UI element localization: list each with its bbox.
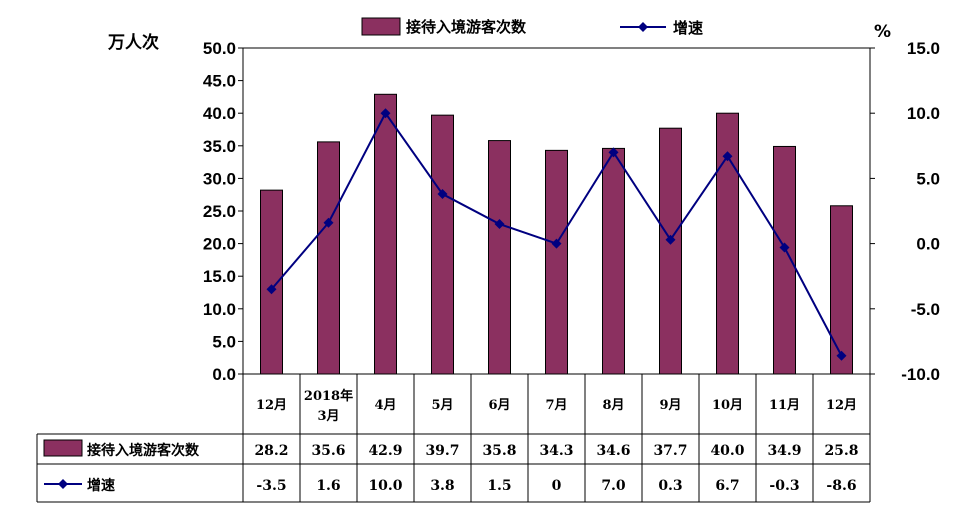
- table-value-visitors: 42.9: [368, 443, 402, 459]
- y-right-axis-title: %: [874, 22, 891, 42]
- bar: [374, 93, 397, 375]
- y-left-tick-label: 40.0: [203, 104, 236, 123]
- line-point: [494, 219, 505, 230]
- data-table: 12月 2018年 3月 4月 5月 6月 7月 8月 9月 10月 11月 12月接待入境游客次数增…: [36, 373, 871, 503]
- table-line-marker: [58, 479, 68, 489]
- growth-line-series: [266, 108, 847, 361]
- y-right-tick-label: 15.0: [907, 39, 940, 58]
- y-left-tick-label: 10.0: [203, 300, 236, 319]
- table-value-visitors: 34.9: [767, 443, 801, 459]
- table-value-visitors: 34.6: [596, 443, 630, 459]
- bar: [830, 205, 853, 375]
- y-right-tick-label: 5.0: [916, 169, 940, 188]
- legend-line-label: 增速: [673, 19, 703, 37]
- table-value-growth: 7.0: [601, 478, 626, 494]
- table-value-visitors: 37.7: [653, 443, 687, 459]
- legend-bar-label: 接待入境游客次数: [406, 18, 527, 36]
- table-value-visitors: 40.0: [710, 443, 744, 459]
- legend: 接待入境游客次数 增速: [361, 17, 703, 37]
- category-label: 4月: [374, 398, 396, 413]
- line-point: [437, 189, 448, 200]
- table-value-growth: -0.3: [769, 478, 799, 494]
- table-value-growth: 1.5: [487, 478, 511, 494]
- line-point: [551, 238, 562, 249]
- y-right-tick-label: 0.0: [916, 235, 940, 254]
- y-left-tick-label: 30.0: [203, 169, 236, 188]
- y-left-tick-label: 5.0: [212, 332, 236, 351]
- bar: [488, 140, 511, 375]
- y-right-ticks: -10.0 -5.0 0.0 5.0 10.0 15.0: [870, 39, 940, 384]
- bar: [545, 149, 568, 375]
- bar: [431, 114, 454, 375]
- category-label: 6月: [488, 398, 510, 413]
- y-left-axis-title: 万人次: [107, 32, 159, 53]
- legend-bar-swatch: [361, 17, 401, 36]
- table-row-label-visitors: 接待入境游客次数: [87, 442, 200, 459]
- category-label: 8月: [602, 398, 624, 413]
- category-label: 5月: [431, 398, 453, 413]
- bar: [602, 147, 625, 375]
- line-point: [779, 242, 790, 253]
- table-value-growth: -3.5: [256, 478, 286, 494]
- category-label: 11月: [769, 398, 800, 413]
- category-label: 12月: [256, 398, 287, 413]
- y-left-tick-label: 50.0: [203, 39, 236, 58]
- table-value-visitors: 35.8: [482, 443, 516, 459]
- table-value-visitors: 35.6: [311, 443, 345, 459]
- y-right-tick-label: -10.0: [901, 365, 940, 384]
- y-right-tick-label: -5.0: [911, 300, 940, 319]
- table-value-growth: 10.0: [368, 478, 402, 494]
- bar-series: [260, 93, 853, 375]
- table-row-label-growth: 增速: [87, 477, 115, 494]
- line-point: [836, 350, 847, 361]
- y-left-tick-label: 35.0: [203, 137, 236, 156]
- y-left-tick-label: 0.0: [212, 365, 236, 384]
- y-left-tick-label: 15.0: [203, 267, 236, 286]
- bar: [317, 141, 340, 375]
- table-value-growth: 1.6: [316, 478, 340, 494]
- bar: [260, 189, 283, 375]
- category-label: 9月: [659, 398, 681, 413]
- line-point: [380, 108, 391, 119]
- y-left-tick-label: 45.0: [203, 72, 236, 91]
- table-value-visitors: 28.2: [254, 443, 288, 459]
- line-point: [323, 217, 334, 228]
- category-label: 10月: [712, 398, 743, 413]
- table-value-visitors: 34.3: [539, 443, 573, 459]
- y-left-ticks: 0.0 5.0 10.0 15.0 20.0 25.0 30.0 35.0 40.0 45.0 50…: [203, 39, 243, 384]
- table-value-visitors: 25.8: [824, 443, 858, 459]
- category-label: 7月: [545, 398, 567, 413]
- y-right-tick-label: 10.0: [907, 104, 940, 123]
- table-value-growth: 3.8: [430, 478, 454, 494]
- line-point: [665, 234, 676, 245]
- category-label: 3月: [317, 409, 339, 424]
- table-value-growth: 0.3: [658, 478, 682, 494]
- line-point: [722, 151, 733, 162]
- y-left-tick-label: 20.0: [203, 235, 236, 254]
- legend-line-marker: [638, 22, 648, 32]
- line-point: [266, 284, 277, 295]
- table-value-growth: 0: [552, 478, 562, 494]
- bar: [659, 127, 682, 375]
- table-bar-swatch: [43, 439, 83, 457]
- line-point: [608, 147, 619, 158]
- table-value-growth: 6.7: [715, 478, 739, 494]
- table-value-visitors: 39.7: [425, 443, 459, 459]
- table-value-growth: -8.6: [826, 478, 856, 494]
- y-left-tick-label: 25.0: [203, 202, 236, 221]
- category-label: 2018年: [304, 388, 353, 404]
- category-label: 12月: [826, 398, 857, 413]
